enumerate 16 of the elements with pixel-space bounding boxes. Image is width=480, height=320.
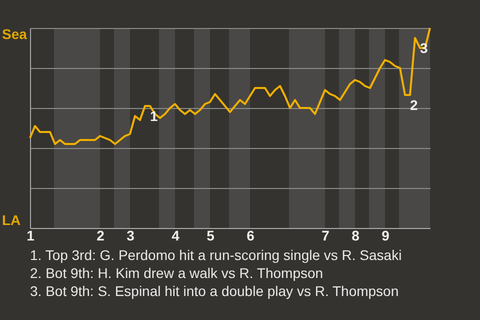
x-tick-label: 5 [206, 228, 215, 244]
x-tick-label: 7 [322, 228, 330, 244]
x-tick-label: 6 [246, 228, 255, 244]
x-tick-label: 4 [172, 228, 180, 244]
text: LA [2, 212, 21, 228]
text: 3. Bot 9th: S. Espinal hit into a double play vs R. Thompson [30, 282, 400, 300]
annotation: 2 [410, 97, 418, 113]
text: 1. Top 3rd: G. Perdomo hit a run-scoring single vs R. Sasaki [30, 246, 403, 264]
x-tick-label: 9 [382, 228, 390, 244]
annotation: 1 [150, 108, 158, 124]
x-tick-label: 2 [96, 228, 105, 244]
x-tick-label: 1 [26, 228, 35, 244]
text: 2. Bot 9th: H. Kim drew a walk vs R. Thompson [30, 264, 324, 282]
x-tick-label: 3 [126, 228, 135, 244]
x-tick-label: 8 [352, 228, 360, 244]
text: Sea [2, 26, 27, 42]
